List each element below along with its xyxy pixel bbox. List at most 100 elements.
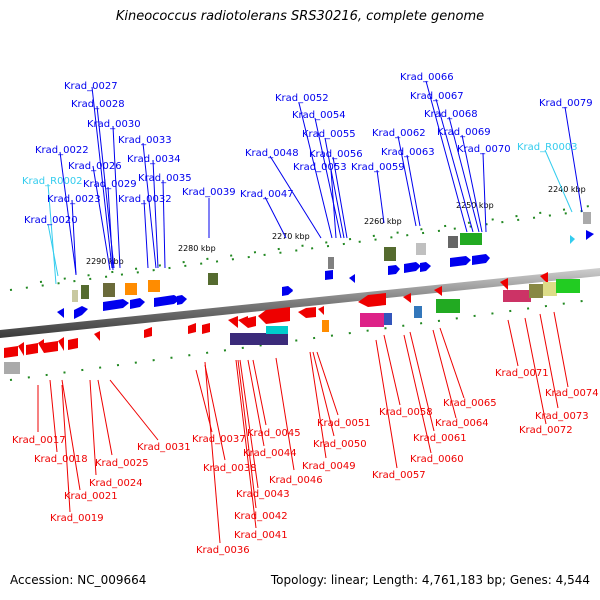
rna-genes [570, 235, 575, 244]
reverse-gene-label: Krad_0042 [234, 511, 288, 522]
forward-gene-label: Krad_0023 [47, 194, 101, 205]
reverse-genes [4, 272, 548, 358]
reverse-gene-label: Krad_0072 [519, 425, 573, 436]
reverse-gene-label: Krad_0044 [243, 448, 297, 459]
forward-gene-label: Krad_0047 [240, 189, 294, 200]
reverse-gene-label: Krad_0045 [247, 428, 301, 439]
forward-gene-label: Krad_0055 [302, 129, 356, 140]
forward-gene-label: Krad_0079 [539, 98, 593, 109]
forward-gene-label: Krad_0059 [351, 162, 405, 173]
forward-gene-label: Krad_0032 [118, 194, 172, 205]
gene-arrow [58, 337, 64, 351]
gene-arrow [57, 308, 64, 318]
reverse-gene-label: Krad_0037 [192, 434, 246, 445]
reverse-gene-label: Krad_0051 [317, 418, 371, 429]
gene-arrow [540, 272, 548, 284]
reverse-gene-label: Krad_0041 [234, 530, 288, 541]
gene-arrow [68, 338, 78, 350]
forward-gene-label: Krad_0068 [424, 109, 478, 120]
scale-tick-label: 2280 kbp [178, 244, 216, 253]
scale-tick-label: 2290 kbp [86, 257, 124, 266]
map-title: Kineococcus radiotolerans SRS30216, comp… [115, 9, 485, 24]
reverse-gene-label: Krad_0043 [236, 489, 290, 500]
rna-gene-arrow [570, 235, 575, 244]
scale-tick-label: 2250 kbp [456, 201, 494, 210]
gene-arrow [318, 306, 324, 315]
gene-arrow [238, 316, 256, 328]
forward-gene-label: Krad_0030 [87, 119, 141, 130]
forward-gene-label: Krad_0052 [275, 93, 329, 104]
gene-arrow [258, 307, 290, 324]
forward-gene-label: Krad_0048 [245, 148, 299, 159]
gene-arrow [188, 323, 196, 334]
gene-arrow [349, 274, 355, 283]
gene-arrow [288, 286, 293, 295]
gene-arrow [500, 278, 508, 290]
forward-gene-label: Krad_0039 [182, 187, 236, 198]
gene-arrow [202, 323, 210, 334]
reverse-gene-label: Krad_0038 [203, 463, 257, 474]
gene-arrow [472, 254, 490, 265]
gene-arrow [228, 316, 238, 328]
forward-gene-label: Krad_0067 [410, 91, 464, 102]
reverse-gene-label: Krad_0021 [64, 491, 118, 502]
forward-gene-label: Krad_0056 [309, 149, 363, 160]
gene-arrow [18, 342, 38, 356]
genome-summary-text: Topology: linear; Length: 4,761,183 bp; … [270, 573, 590, 587]
gene-arrow [144, 327, 152, 338]
reverse-gene-label: Krad_0064 [435, 418, 489, 429]
cog-color-boxes [4, 212, 591, 374]
reverse-gene-label: Krad_0065 [443, 398, 497, 409]
forward-gene-label: Krad_0034 [127, 154, 181, 165]
forward-gene-label: Krad_0062 [372, 128, 426, 139]
forward-gene-label: Krad_0028 [71, 99, 125, 110]
gene-arrow [403, 293, 411, 303]
forward-gene-label: Krad_R0002 [22, 176, 83, 187]
scale-tick-label: 2240 kbp [548, 185, 586, 194]
reverse-gene-label: Krad_0024 [89, 478, 143, 489]
outer-tick-track-top [9, 209, 591, 291]
gene-arrow [94, 331, 100, 341]
reverse-gene-label: Krad_0061 [413, 433, 467, 444]
gene-arrow [325, 270, 333, 280]
reverse-gene-labels: Krad_0017 Krad_0018 Krad_0025 Krad_0024 … [12, 311, 599, 556]
reverse-gene-label: Krad_0019 [50, 513, 104, 524]
reverse-gene-label: Krad_0050 [313, 439, 367, 450]
reverse-gene-label: Krad_0018 [34, 454, 88, 465]
forward-gene-label: Krad_0053 [293, 162, 347, 173]
gene-arrow [38, 339, 58, 353]
forward-gene-label: Krad_0029 [83, 179, 137, 190]
scale-tick-label: 2260 kbp [364, 217, 402, 226]
gene-arrow [154, 295, 181, 307]
forward-gene-label: Krad_0026 [68, 161, 122, 172]
scale-ticks: 2290 kbp 2280 kbp 2270 kbp 2260 kbp 2250… [86, 185, 586, 266]
reverse-gene-label: Krad_0058 [379, 407, 433, 418]
forward-gene-label: Krad_0020 [24, 215, 78, 226]
outer-tick-track-bottom [9, 299, 591, 381]
reverse-gene-label: Krad_0060 [410, 454, 464, 465]
forward-gene-label: Krad_0063 [381, 147, 435, 158]
reverse-gene-label: Krad_0017 [12, 435, 66, 446]
reverse-gene-label: Krad_0071 [495, 368, 549, 379]
scale-tick-label: 2270 kbp [272, 232, 310, 241]
inner-tick-track-top [39, 205, 591, 283]
gene-arrow [388, 265, 400, 275]
reverse-gene-label: Krad_0057 [372, 470, 426, 481]
gene-arrow [420, 262, 431, 272]
reverse-gene-label: Krad_0031 [137, 442, 191, 453]
gene-arrow [434, 286, 442, 296]
forward-gene-label: Krad_0022 [35, 145, 89, 156]
forward-gene-label: Krad_0033 [118, 135, 172, 146]
reverse-gene-label: Krad_0025 [95, 458, 149, 469]
forward-gene-label: Krad_0035 [138, 173, 192, 184]
reverse-gene-label: Krad_0074 [545, 388, 599, 399]
accession-text: Accession: NC_009664 [10, 573, 147, 587]
forward-genes [57, 230, 594, 319]
forward-gene-label: Krad_R0003 [517, 142, 578, 153]
reverse-gene-label: Krad_0036 [196, 545, 250, 556]
gene-arrow [404, 262, 421, 273]
reverse-gene-label: Krad_0046 [269, 475, 323, 486]
gene-arrow [358, 293, 386, 307]
forward-gene-label: Krad_0070 [457, 144, 511, 155]
